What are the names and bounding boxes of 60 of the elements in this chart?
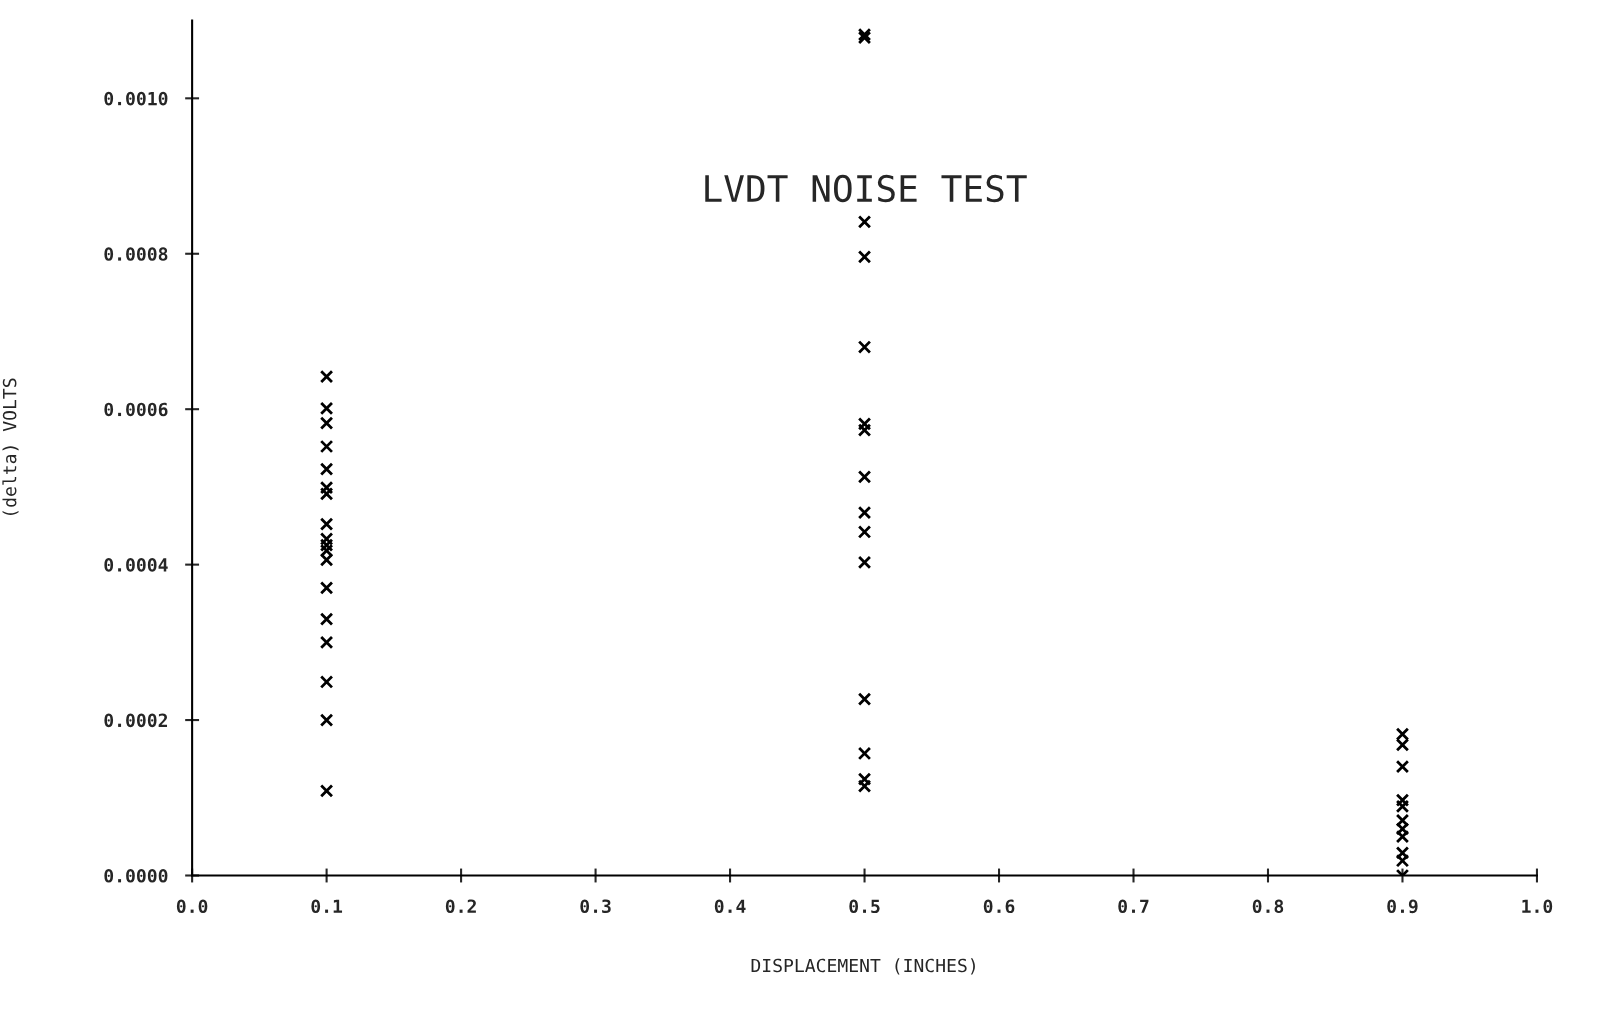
y-tick-label: 0.0002 [104, 713, 168, 728]
point [1395, 727, 1410, 741]
text: LVDT NOISE TEST [705, 174, 1027, 203]
y-tick-label: 0.0010 [104, 91, 168, 106]
x-tick-label: 0.1 [311, 899, 343, 914]
x-tick-label: 0.0 [176, 899, 208, 914]
point [1395, 738, 1410, 752]
point [1395, 759, 1410, 774]
y-tick-label: 0.0000 [104, 868, 168, 883]
point [319, 416, 334, 430]
point [319, 532, 334, 546]
point [1395, 829, 1410, 844]
point [319, 538, 334, 552]
point [319, 713, 334, 727]
x-tick-label: 0.9 [1387, 899, 1418, 914]
x-tick-label: 0.3 [580, 899, 611, 914]
point [857, 423, 872, 437]
point [319, 439, 334, 454]
y-axis-title: (delta) VOLTS [2, 378, 19, 515]
x-tick-label: 0.2 [445, 899, 476, 914]
x-tick-label: 1.0 [1522, 899, 1553, 914]
x-tick-label: 0.6 [983, 899, 1015, 914]
point [857, 215, 872, 229]
point [1395, 846, 1410, 860]
point [857, 250, 872, 264]
x-tick-label: 0.5 [849, 899, 880, 914]
point [857, 555, 872, 570]
point [319, 581, 334, 595]
point [319, 487, 334, 501]
point [319, 635, 334, 650]
point [1395, 799, 1410, 814]
y-tick-label: 0.0006 [104, 402, 168, 417]
point [1395, 822, 1410, 836]
point [319, 401, 334, 416]
point [857, 779, 872, 793]
point [1395, 793, 1410, 807]
point [857, 340, 872, 354]
point [319, 612, 334, 626]
point [319, 784, 334, 798]
point [319, 369, 334, 384]
x-tick-label: 0.4 [714, 899, 746, 914]
x-axis-title: DISPLACEMENT (INCHES) [751, 958, 975, 975]
point [857, 746, 872, 761]
x-tick-label: 0.8 [1252, 899, 1284, 914]
point [857, 417, 872, 431]
point [1395, 853, 1410, 868]
point [319, 553, 334, 567]
point [319, 517, 334, 531]
point [319, 480, 334, 495]
point [857, 772, 872, 786]
x-tick-label: 0.7 [1118, 899, 1149, 914]
point [857, 505, 872, 520]
y-tick-label: 0.0004 [104, 558, 168, 572]
point [857, 470, 872, 484]
point [319, 675, 334, 689]
point [319, 462, 334, 476]
y-tick-label: 0.0008 [104, 247, 168, 261]
point [857, 525, 872, 539]
point [857, 692, 872, 706]
point [319, 543, 334, 558]
